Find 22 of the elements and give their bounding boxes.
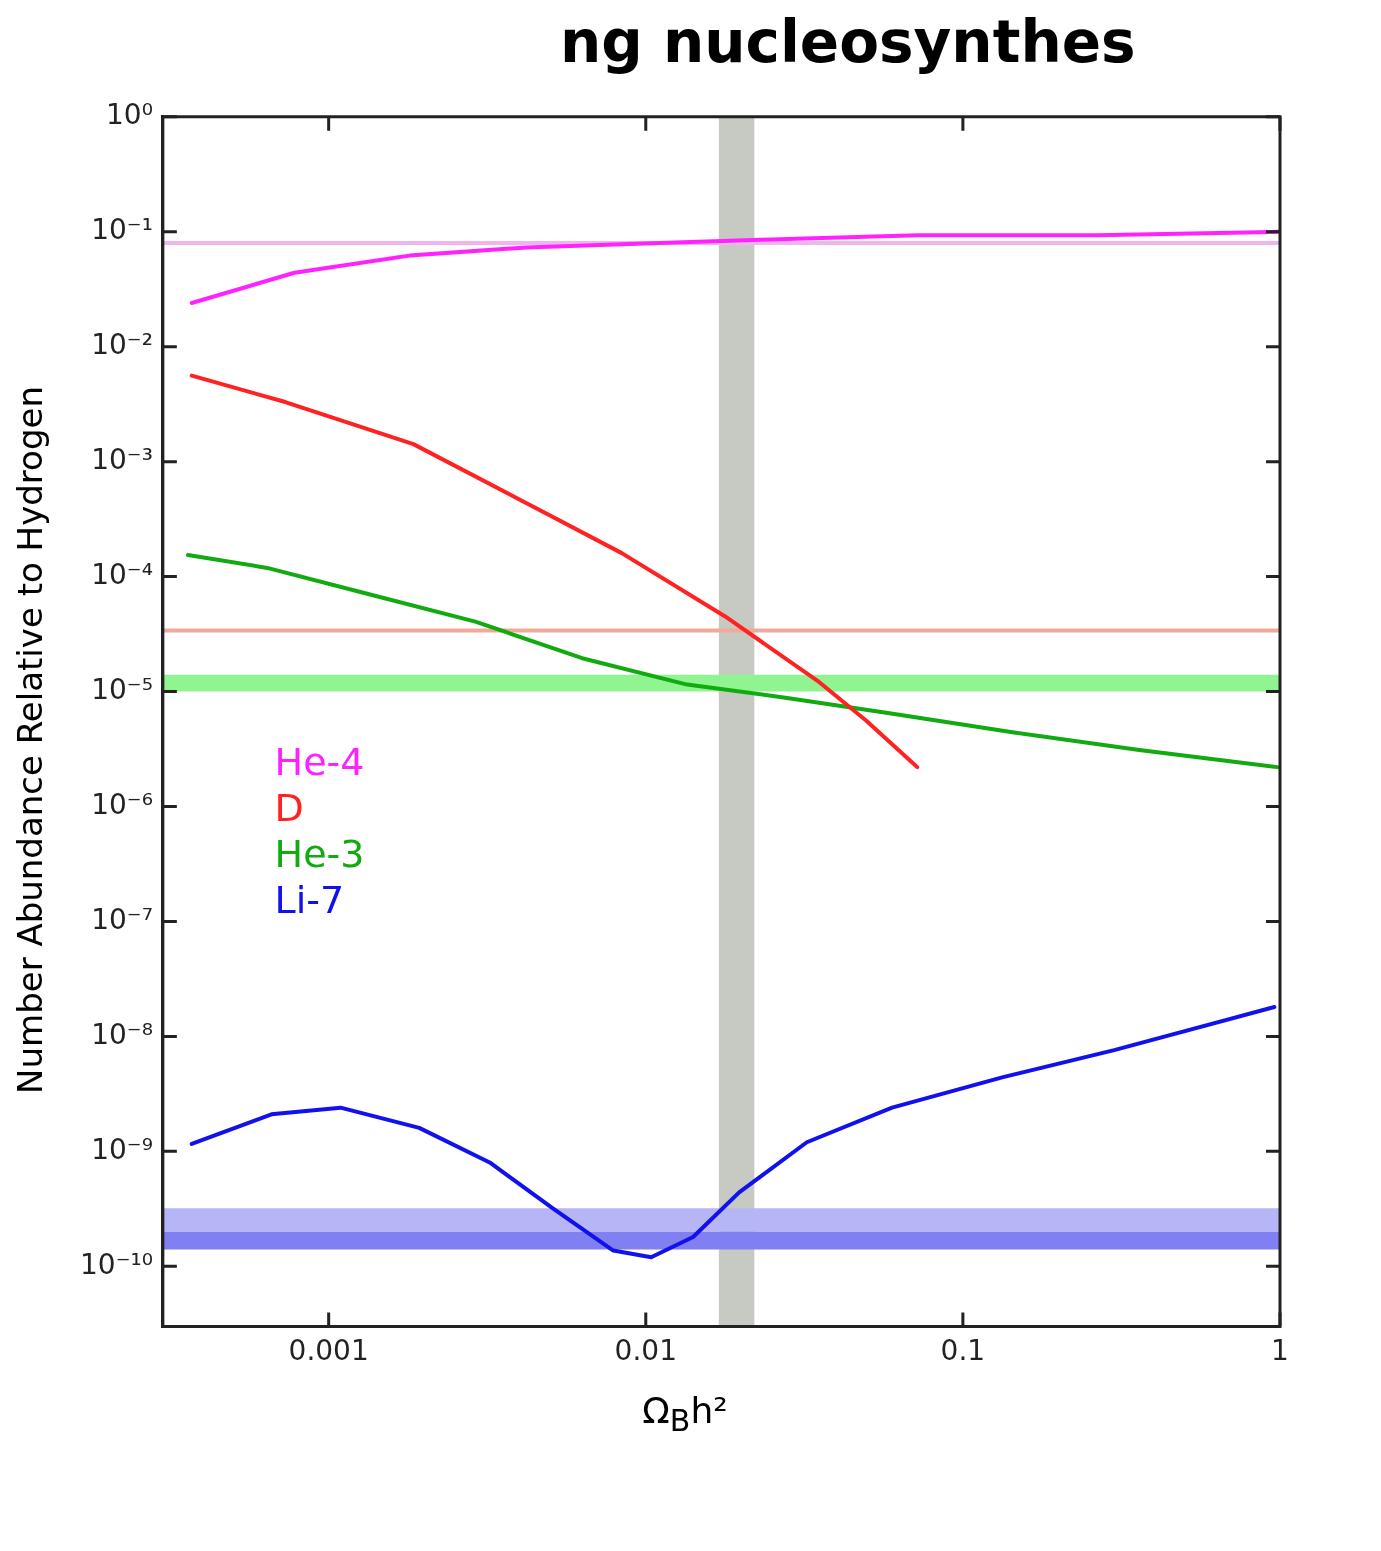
y-tick-label: 10⁻³	[91, 442, 153, 476]
y-tick-label: 10⁻²	[91, 327, 153, 361]
y-tick-label: 10⁻⁴	[91, 557, 153, 591]
x-axis-title: Ω$_{B}$h²	[641, 1390, 729, 1439]
y-tick-label: 10⁻⁵	[91, 672, 153, 706]
y-tick-label: 10⁻⁸	[91, 1017, 153, 1051]
x-tick-label: 0.01	[614, 1334, 677, 1368]
x-tick-label: 0.1	[940, 1334, 986, 1368]
y-tick-label: 10⁻⁷	[91, 902, 153, 936]
y-axis-title: Number Abundance Relative to Hydrogen	[10, 386, 50, 1094]
y-tick-label: 10⁻¹⁰	[80, 1247, 153, 1281]
text: D	[274, 785, 304, 830]
text: He-3	[274, 831, 365, 876]
y-tick-label: 10⁻⁹	[91, 1132, 153, 1166]
x-tick-label: 1	[1271, 1334, 1289, 1368]
y-tick-label: 10⁰	[106, 98, 153, 132]
x-tick-label: 0.001	[288, 1334, 369, 1368]
text: Li-7	[274, 877, 345, 922]
text: He-4	[274, 739, 365, 784]
y-tick-label: 10⁻⁶	[91, 787, 153, 821]
chart-title: ng nucleosynthes	[560, 8, 1136, 76]
y-tick-label: 10⁻¹	[91, 213, 153, 247]
